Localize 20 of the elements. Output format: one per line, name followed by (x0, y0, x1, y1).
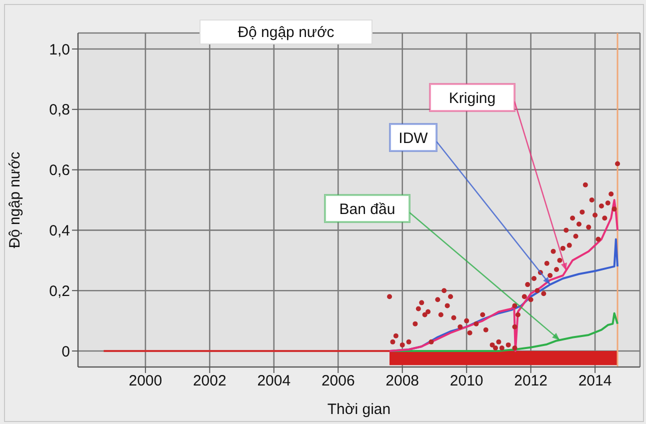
text: IDW (398, 130, 429, 147)
text: Kriging (448, 90, 496, 107)
text: Ban đầu (339, 201, 396, 218)
y-tick-label: 0,8 (49, 102, 70, 119)
x-tick-label: 2006 (321, 372, 355, 390)
x-axis-title: Thời gian (327, 401, 391, 418)
x-tick-label: 2010 (450, 372, 484, 390)
y-tick-label: 0,6 (49, 162, 70, 180)
y-tick-label: 0,4 (49, 222, 70, 240)
x-tick-label: 2000 (128, 372, 162, 390)
y-tick-label: 0 (62, 343, 70, 360)
chart-title: Độ ngập nước (238, 24, 335, 41)
x-tick-label: 2008 (386, 372, 420, 390)
x-tick-label: 2012 (514, 372, 548, 390)
y-tick-label: 1,0 (49, 41, 70, 58)
x-tick-label: 2004 (257, 372, 291, 390)
x-tick-label: 2002 (192, 372, 226, 390)
y-tick-label: 0,2 (49, 282, 70, 300)
x-tick-label: 2014 (578, 372, 612, 390)
y-axis-title: Độ ngập nước (6, 151, 24, 248)
